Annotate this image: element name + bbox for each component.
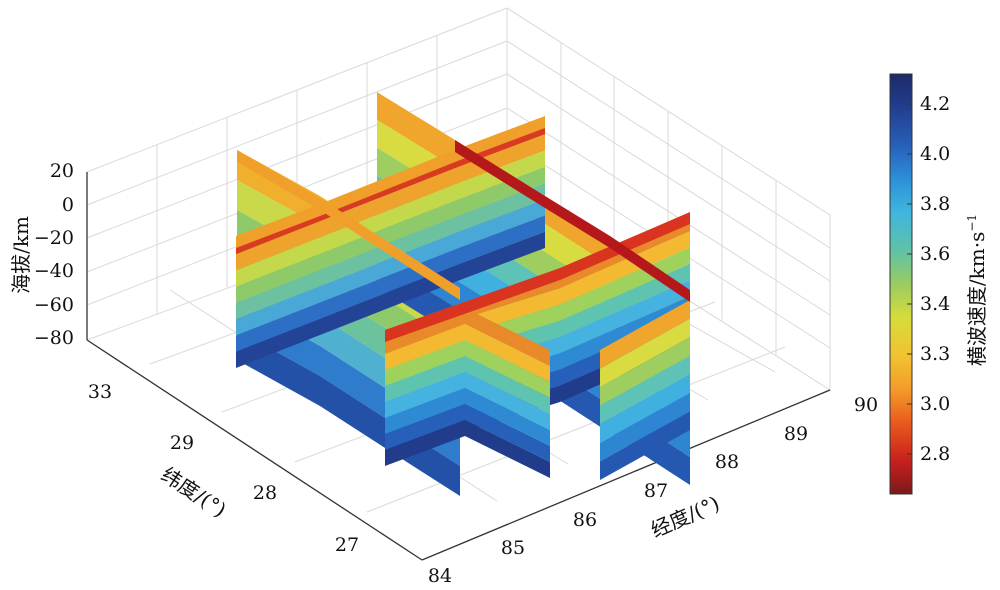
profile-front-right-band bbox=[600, 374, 690, 443]
colorbar-label-text: 横波速度/km·s bbox=[965, 232, 989, 366]
x-tick: 89 bbox=[784, 423, 808, 445]
profile-front-right-band bbox=[600, 300, 690, 369]
latitude-axis-label: 纬度/(°) bbox=[157, 462, 231, 522]
colorbar-tick: 3.3 bbox=[920, 343, 950, 365]
profile-front-left-band bbox=[385, 356, 550, 414]
x-tick: 87 bbox=[644, 480, 668, 502]
x-tick: 84 bbox=[428, 565, 452, 587]
colorbar-tick: 4.0 bbox=[920, 143, 950, 165]
profile-front-left-band bbox=[385, 420, 550, 478]
profile-front-left-band bbox=[385, 388, 550, 446]
longitude-axis-line bbox=[421, 389, 831, 561]
profile-front-right-band bbox=[600, 411, 690, 480]
y-tick: 33 bbox=[88, 381, 112, 403]
colorbar-label-superscript: −1 bbox=[965, 214, 979, 232]
z-tick: −80 bbox=[34, 327, 74, 349]
colorbar-tick: 4.2 bbox=[920, 93, 950, 115]
profile-north-band bbox=[236, 150, 545, 287]
x-tick: 88 bbox=[715, 451, 739, 473]
profile-north-band bbox=[236, 166, 545, 303]
colorbar-tick: 3.6 bbox=[920, 243, 950, 265]
profile-front-right-band bbox=[600, 392, 690, 462]
latitude-axis-line bbox=[86, 339, 423, 561]
z-tick: −20 bbox=[34, 227, 74, 249]
low-velocity-stripe bbox=[455, 140, 690, 302]
z-tick: −60 bbox=[34, 294, 74, 316]
profile-north-band bbox=[236, 231, 545, 368]
colorbar-label: 横波速度/km·s−1 bbox=[965, 214, 989, 366]
profile-front-left-band bbox=[385, 308, 550, 366]
latitude-ticks: 33 29 28 27 bbox=[88, 381, 359, 556]
profile-front-left-band bbox=[385, 340, 550, 398]
profile-front-left-band bbox=[385, 404, 550, 462]
profile-north-band bbox=[236, 199, 545, 336]
velocity-slices bbox=[236, 92, 690, 496]
x-tick: 86 bbox=[573, 509, 597, 531]
colorbar-tick: 3.4 bbox=[920, 293, 950, 315]
low-velocity-stripe bbox=[385, 212, 690, 342]
altitude-ticks: 20 0 −20 −40 −60 −80 bbox=[34, 160, 74, 349]
profile-front-right-band bbox=[600, 355, 690, 425]
z-tick: 20 bbox=[50, 160, 74, 182]
profile-front-right-band bbox=[600, 337, 690, 406]
x-tick: 85 bbox=[501, 537, 525, 559]
colorbar: 4.2 4.0 3.8 3.6 3.4 3.3 3.0 2.8 横波速度/km·… bbox=[889, 73, 989, 495]
colorbar-tick: 2.8 bbox=[920, 443, 950, 465]
floor-axes bbox=[86, 172, 831, 561]
colorbar-gradient bbox=[889, 73, 913, 495]
y-tick: 28 bbox=[253, 482, 277, 504]
z-tick: 0 bbox=[62, 194, 74, 216]
y-tick: 27 bbox=[335, 534, 359, 556]
y-tick: 29 bbox=[170, 432, 194, 454]
profile-north-band bbox=[236, 134, 545, 271]
x-tick: 90 bbox=[854, 394, 878, 416]
colorbar-tick: 3.8 bbox=[920, 193, 950, 215]
profile-front-left-band bbox=[385, 324, 550, 382]
grid-line bbox=[366, 346, 786, 513]
profile-north-band bbox=[236, 215, 545, 352]
colorbar-tick: 3.0 bbox=[920, 393, 950, 415]
altitude-axis-label: 海拔/km bbox=[9, 216, 33, 294]
profile-front-left-band bbox=[385, 372, 550, 430]
low-velocity-stripe bbox=[237, 150, 460, 300]
profile-front-right-band bbox=[600, 318, 690, 388]
longitude-ticks: 84 85 86 87 88 89 90 bbox=[428, 394, 878, 587]
z-tick: −40 bbox=[34, 260, 74, 282]
